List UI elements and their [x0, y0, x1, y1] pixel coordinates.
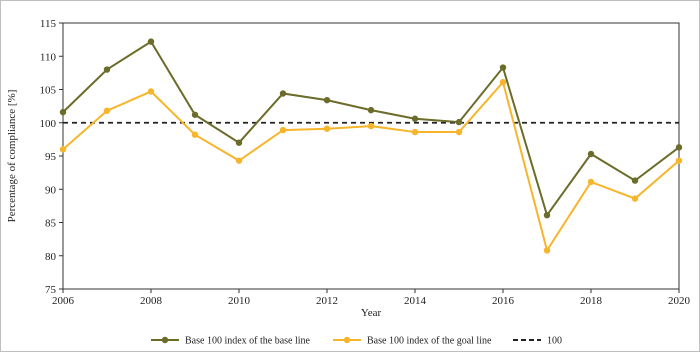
y-tick-label: 85	[45, 218, 57, 230]
y-tick-label: 115	[40, 18, 57, 30]
legend-marker-base-line	[161, 336, 169, 344]
data-point-base-line	[191, 111, 199, 118]
data-point-goal-line	[103, 107, 111, 114]
y-tick-label: 95	[45, 151, 57, 163]
data-point-goal-line	[59, 146, 67, 153]
data-point-base-line	[323, 96, 331, 104]
data-point-goal-line	[543, 247, 551, 254]
data-point-base-line	[59, 108, 67, 116]
data-point-base-line	[367, 106, 375, 114]
x-tick-label: 2010	[228, 295, 251, 307]
plot-area	[62, 22, 680, 290]
data-point-base-line	[235, 139, 243, 146]
data-point-goal-line	[191, 131, 199, 138]
data-point-base-line	[587, 150, 595, 158]
x-tick-label: 2020	[668, 295, 691, 307]
x-tick-label: 2006	[52, 295, 75, 307]
legend-marker-goal-line	[343, 336, 351, 344]
y-tick-label: 80	[45, 251, 57, 263]
data-point-goal-line	[235, 157, 243, 164]
data-point-base-line	[103, 66, 111, 73]
data-point-goal-line	[411, 128, 419, 136]
data-point-goal-line	[499, 78, 507, 86]
data-point-goal-line	[279, 126, 287, 134]
data-point-base-line	[675, 144, 683, 151]
y-axis-title: Percentage of compliance [%]	[6, 90, 18, 223]
data-point-goal-line	[367, 122, 375, 130]
data-point-goal-line	[323, 125, 331, 132]
y-tick-label: 105	[40, 85, 57, 97]
x-axis-title: Year	[361, 307, 382, 319]
data-point-goal-line	[147, 88, 155, 95]
data-point-goal-line	[587, 178, 595, 186]
legend-label-base-line: Base 100 index of the base line	[185, 336, 311, 347]
data-point-base-line	[631, 177, 639, 184]
data-point-base-line	[147, 38, 155, 45]
data-point-goal-line	[675, 157, 683, 164]
data-point-base-line	[499, 64, 507, 71]
legend-label-100: 100	[547, 336, 562, 347]
y-tick-label: 90	[45, 184, 57, 196]
x-tick-label: 2014	[404, 295, 427, 307]
data-point-base-line	[411, 115, 419, 122]
data-point-goal-line	[455, 128, 463, 136]
y-tick-label: 110	[40, 51, 57, 63]
y-tick-label: 100	[40, 118, 57, 130]
y-tick-label: 75	[45, 284, 57, 296]
data-point-base-line	[543, 211, 551, 219]
data-point-base-line	[455, 118, 463, 126]
x-tick-label: 2012	[316, 295, 338, 307]
legend-label-goal-line: Base 100 index of the goal line	[367, 336, 492, 347]
x-tick-label: 2016	[492, 295, 515, 307]
x-tick-label: 2008	[140, 295, 163, 307]
data-point-goal-line	[631, 195, 639, 202]
x-tick-label: 2018	[580, 295, 603, 307]
data-point-base-line	[279, 90, 287, 97]
